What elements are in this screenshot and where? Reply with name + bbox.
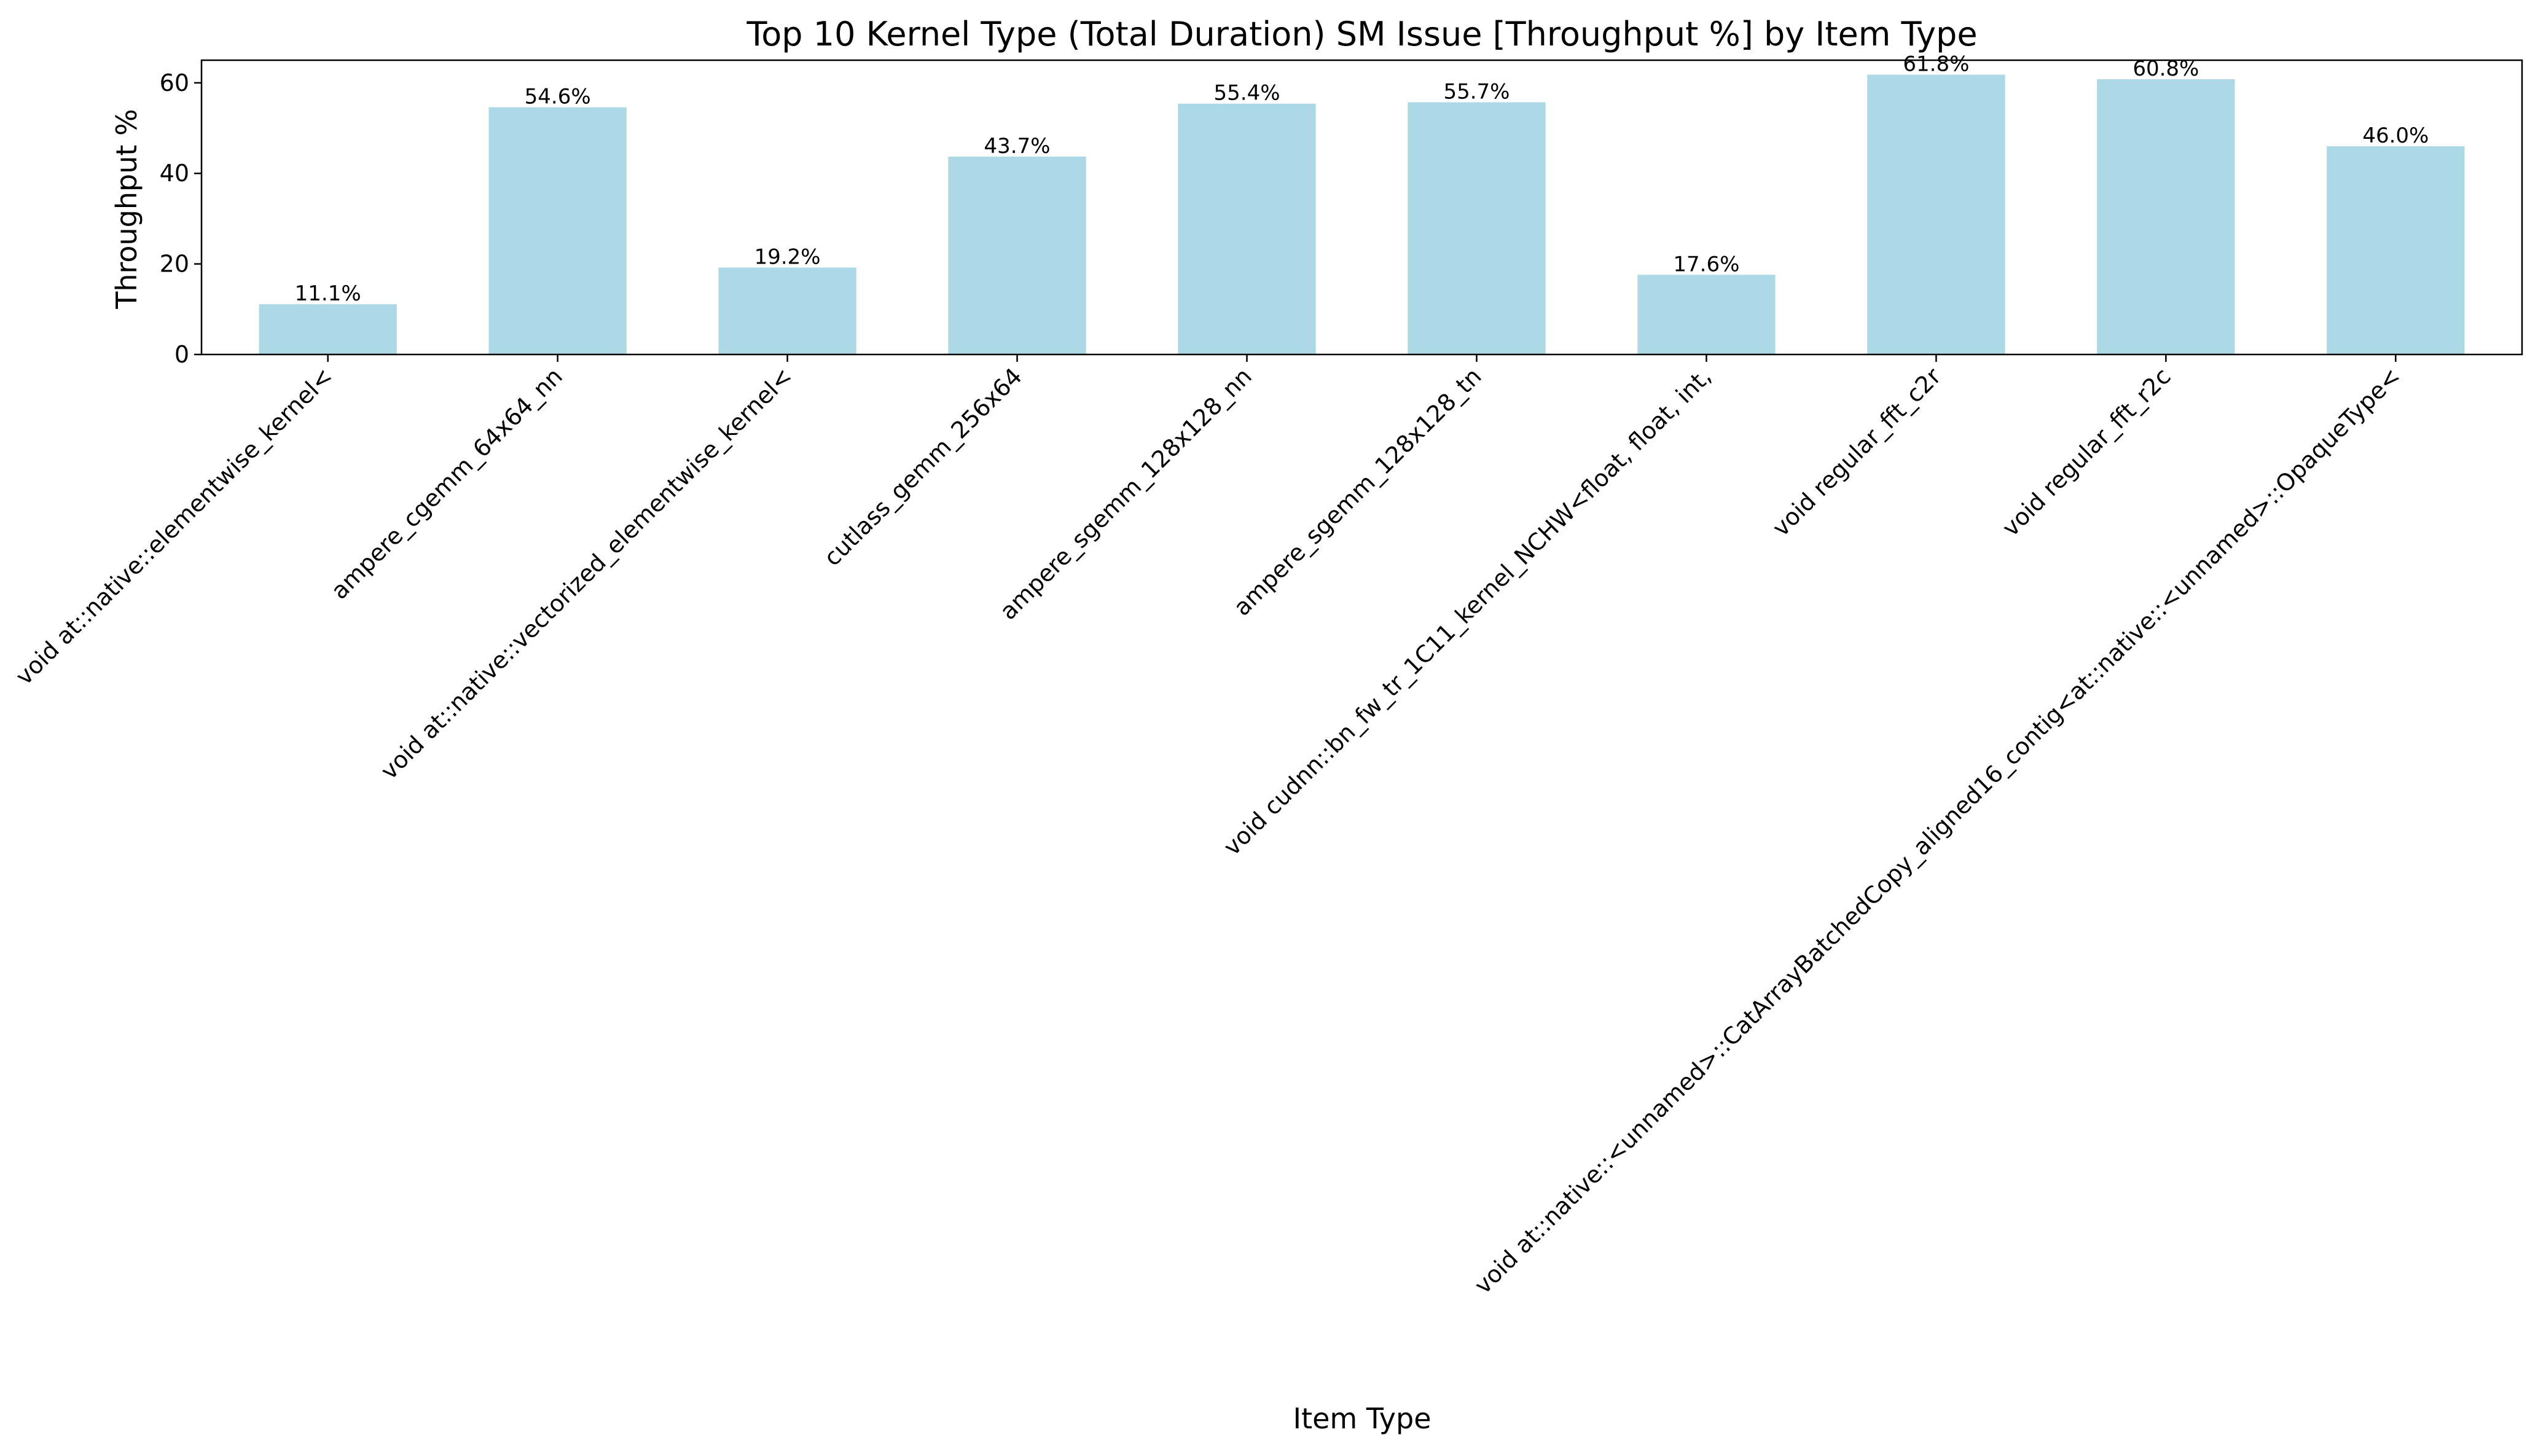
y-tick-label: 20 bbox=[160, 251, 189, 278]
y-axis: 0 20 40 60 bbox=[160, 69, 202, 368]
y-tick-label: 60 bbox=[160, 69, 189, 96]
plot-frame bbox=[200, 59, 2523, 356]
data-label: 55.4% bbox=[1214, 81, 1280, 106]
bar bbox=[488, 107, 627, 354]
bar bbox=[2327, 146, 2465, 354]
x-axis-label: Item Type bbox=[1293, 1402, 1432, 1435]
data-label: 55.7% bbox=[1443, 80, 1510, 104]
data-label: 54.6% bbox=[525, 85, 591, 109]
bar bbox=[948, 156, 1086, 355]
bar bbox=[2097, 79, 2235, 354]
bar bbox=[718, 267, 856, 354]
bar bbox=[259, 304, 397, 354]
data-label: 43.7% bbox=[984, 134, 1051, 159]
data-label: 17.6% bbox=[1673, 252, 1739, 276]
chart-title: Top 10 Kernel Type (Total Duration) SM I… bbox=[746, 15, 1977, 53]
data-label: 19.2% bbox=[754, 245, 821, 270]
plot-area: 11.1% 54.6% 19.2% 43.7% 55.4% 55.7% 17.6% 61.8%… bbox=[200, 52, 2523, 356]
data-label: 11.1% bbox=[295, 281, 361, 306]
bar bbox=[1637, 275, 1776, 354]
y-tick-label: 40 bbox=[160, 160, 189, 187]
bar bbox=[1178, 103, 1316, 354]
y-tick-label: 0 bbox=[174, 341, 189, 368]
data-label: 61.8% bbox=[1903, 52, 1969, 77]
bar bbox=[1408, 102, 1546, 354]
data-label: 46.0% bbox=[2362, 123, 2429, 148]
bar bbox=[1867, 74, 2005, 354]
y-axis-label: Throughput % bbox=[110, 109, 143, 310]
